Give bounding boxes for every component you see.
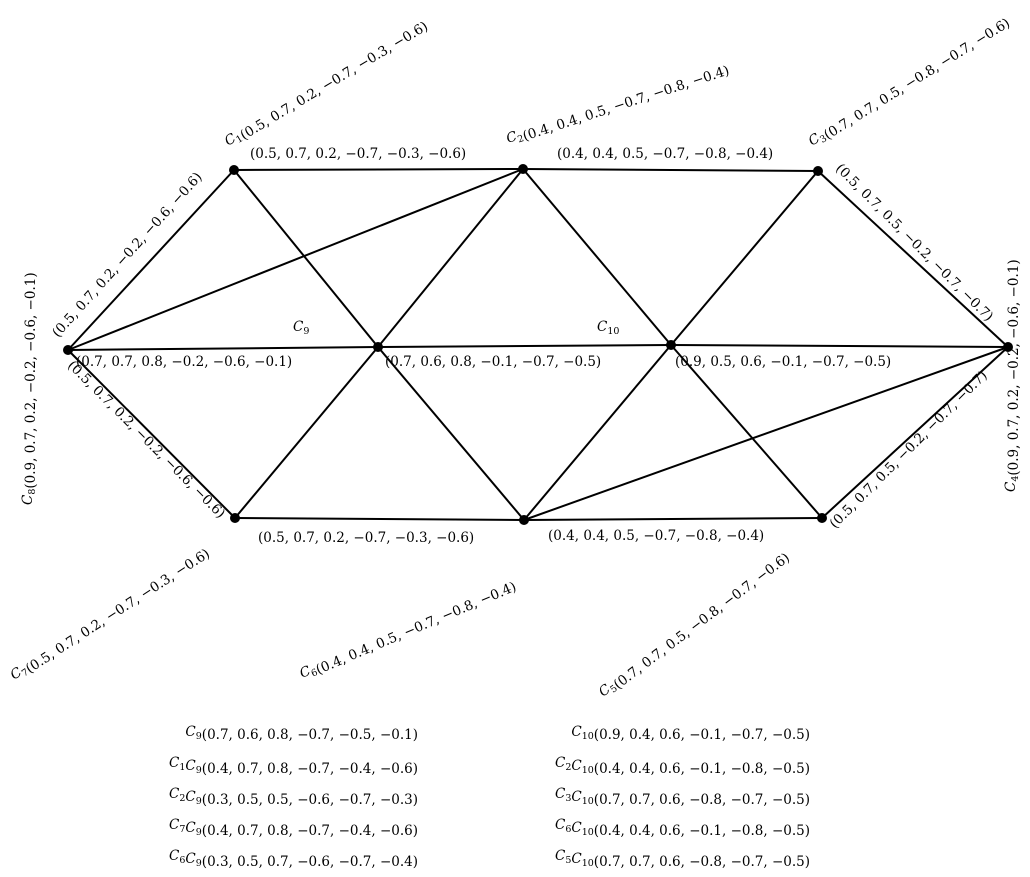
edge-c5-c6 [523,517,823,521]
edge-label-c10-c4: (0.9, 0.5, 0.6, −0.1, −0.7, −0.5) [675,354,891,370]
edge-c10-c4 [670,344,1009,348]
table-right-row-1: C2C10(0.4, 0.4, 0.6, −0.1, −0.8, −0.5) [555,755,810,777]
edge-c6-c7 [234,517,525,521]
edge-c9-c10 [377,344,672,348]
table-right-row-2: C3C10(0.7, 0.7, 0.6, −0.8, −0.7, −0.5) [555,786,810,808]
edge-label-c4-c5: (0.5, 0.7, 0.5, −0.2, −0.7, −0.7) [827,368,991,532]
edge-c3-c4 [817,170,1009,348]
table-left-row-4: C6C9(0.3, 0.5, 0.7, −0.6, −0.7, −0.4) [169,848,418,870]
edge-label-c2-c3: (0.4, 0.4, 0.5, −0.7, −0.8, −0.4) [557,146,773,162]
edge-label-c6-c7: (0.5, 0.7, 0.2, −0.7, −0.3, −0.6) [258,530,474,546]
edge-c4-c6 [523,346,1009,521]
node-c10 [666,340,676,350]
node-label-c2: C2(0.4, 0.4, 0.5, −0.7, −0.8, −0.4) [504,60,731,150]
edge-c2-c10 [522,168,672,346]
node-label-c8: C8(0.9, 0.7, 0.2, −0.2, −0.6, −0.1) [20,272,39,505]
table-left-row-1: C1C9(0.4, 0.7, 0.8, −0.7, −0.4, −0.6) [169,755,418,777]
node-c2 [518,164,528,174]
edge-label-c8-c1: (0.5, 0.7, 0.2, −0.2, −0.6, −0.6) [49,169,206,340]
node-c4 [1003,342,1013,352]
table-left-row-0: C9(0.7, 0.6, 0.8, −0.7, −0.5, −0.1) [185,724,418,743]
table-right-row-3: C6C10(0.4, 0.4, 0.6, −0.1, −0.8, −0.5) [555,817,810,839]
edge-c8-c1 [67,169,235,351]
edge-c3-c10 [670,170,819,346]
edge-label-c9-c10: (0.7, 0.6, 0.8, −0.1, −0.7, −0.5) [385,354,601,370]
table-left-row-3: C7C9(0.4, 0.7, 0.8, −0.7, −0.4, −0.6) [169,817,418,839]
node-c9 [373,342,383,352]
table-right-row-4: C5C10(0.7, 0.7, 0.6, −0.8, −0.7, −0.5) [555,848,810,870]
node-label-c9: C9 [293,319,309,337]
node-label-c10: C10 [597,319,619,337]
edge-c2-c9 [377,168,524,348]
edge-c7-c8 [67,349,236,519]
edge-c2-c3 [522,168,819,172]
node-c6 [519,515,529,525]
edge-c1-c9 [233,169,379,348]
graph-nodes [63,164,1013,525]
edge-label-c5-c6: (0.4, 0.4, 0.5, −0.7, −0.8, −0.4) [548,528,764,544]
node-c5 [817,513,827,523]
edge-c9-c7 [234,346,379,519]
edge-c4-c5 [821,346,1009,519]
node-label-c4: C4(0.9, 0.7, 0.2, −0.2, −0.6, −0.1) [1003,259,1022,492]
edge-c1-c2 [233,168,524,171]
edge-c9-c6 [377,346,525,521]
edge-c8-c9 [67,346,379,351]
node-c1 [229,165,239,175]
node-label-c3: C3(0.7, 0.7, 0.5, −0.8, −0.7, −0.6) [806,13,1013,152]
node-label-c6: C6(0.4, 0.4, 0.5, −0.7, −0.8, −0.4) [297,576,519,684]
graph-edges [67,168,1009,521]
node-c3 [813,166,823,176]
edge-label-c8-c9: (0.7, 0.7, 0.8, −0.2, −0.6, −0.1) [76,354,292,370]
node-label-c7: C7(0.5, 0.7, 0.2, −0.7, −0.3, −0.6) [7,543,212,686]
node-label-c1: C1(0.5, 0.7, 0.2, −0.7, −0.3, −0.6) [222,16,431,152]
edge-c10-c5 [670,344,823,519]
node-label-c5: C5(0.7, 0.7, 0.5, −0.8, −0.7, −0.6) [596,547,793,702]
table-right-row-0: C10(0.9, 0.4, 0.6, −0.1, −0.7, −0.5) [571,724,810,743]
edge-label-c1-c2: (0.5, 0.7, 0.2, −0.7, −0.3, −0.6) [250,146,466,162]
value-table: C9(0.7, 0.6, 0.8, −0.7, −0.5, −0.1) C1C9(… [169,724,810,870]
table-left-row-2: C2C9(0.3, 0.5, 0.5, −0.6, −0.7, −0.3) [169,786,418,808]
edge-c8-c2 [67,168,524,351]
node-c7 [230,513,240,523]
edge-c10-c6 [523,344,672,521]
edge-label-c3-c4: (0.5, 0.7, 0.5, −0.2, −0.7, −0.7) [832,161,996,325]
edge-label-c7-c8: (0.5, 0.7, 0.2, −0.2, −0.6, −0.6) [64,358,228,522]
node-c8 [63,345,73,355]
